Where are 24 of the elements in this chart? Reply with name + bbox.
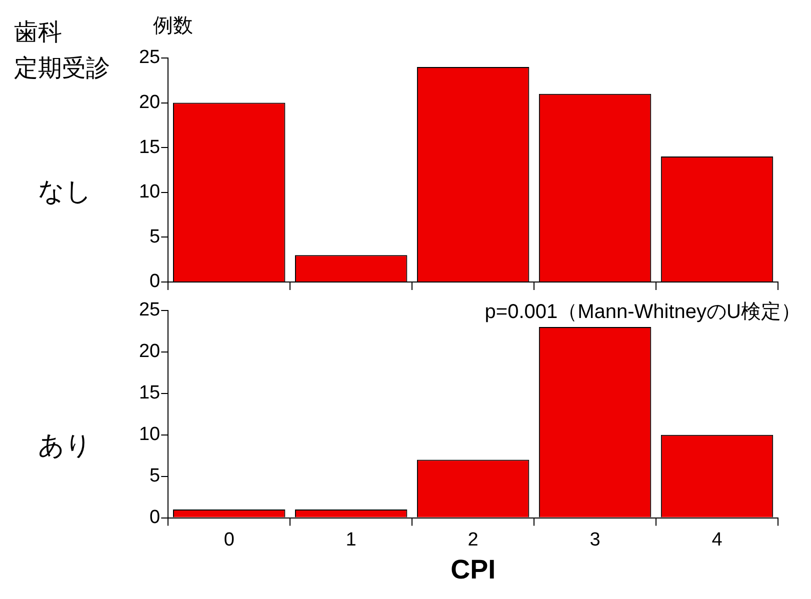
- y-tick-label: 25: [138, 300, 160, 321]
- y-tick-label: 10: [138, 424, 160, 446]
- x-axis-title: CPI: [450, 554, 496, 584]
- y-axis-title: 例数: [153, 14, 193, 39]
- y-tick-label: 5: [150, 226, 160, 248]
- x-tick-label: 2: [468, 529, 478, 550]
- text: なし: [38, 175, 92, 208]
- y-tick-label: 0: [150, 271, 160, 292]
- text: あり: [38, 429, 92, 462]
- x-tick-label: 0: [224, 529, 234, 550]
- annotation: p=0.001（Mann-WhitneyのU検定）: [484, 300, 801, 323]
- y-tick-label: 20: [138, 92, 160, 114]
- text: 歯科: [14, 18, 62, 48]
- y-tick-label: 25: [138, 47, 160, 68]
- y-tick-label: 20: [138, 341, 160, 362]
- text: 定期受診: [14, 54, 110, 84]
- y-tick-label: 15: [138, 136, 160, 158]
- x-tick-label: 1: [346, 529, 356, 550]
- x-tick-label: 4: [712, 529, 723, 550]
- y-tick-label: 15: [138, 382, 160, 404]
- y-tick-label: 5: [150, 466, 160, 487]
- y-tick-label: 10: [138, 182, 160, 203]
- x-tick-label: 3: [590, 529, 600, 550]
- y-tick-label: 0: [150, 507, 160, 528]
